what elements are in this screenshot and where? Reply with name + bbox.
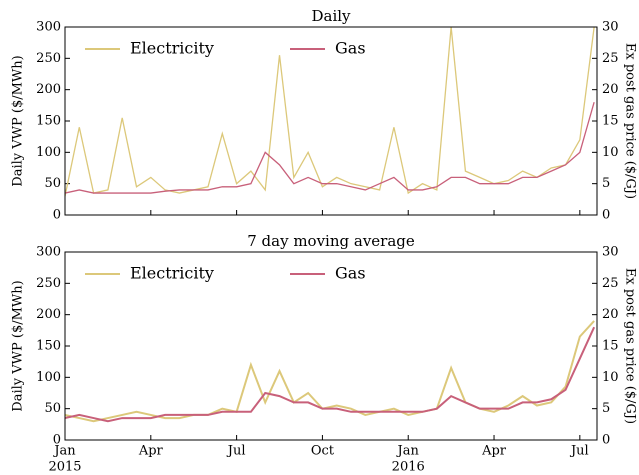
series-line [65,320,595,423]
y-tick-label: 250 [36,276,61,291]
y-tick-label: 100 [36,145,61,160]
legend-label: Electricity [130,39,214,58]
y2-tick-label: 0 [602,208,610,223]
y2-axis-label: Ex post gas price ($/GJ) [623,268,638,424]
y2-axis-label: Ex post gas price ($/GJ) [623,43,638,199]
y-tick-label: 150 [36,339,61,354]
y-tick-label: 200 [36,82,61,97]
y2-tick-label: 5 [602,401,610,416]
y-tick-label: 300 [36,245,61,260]
series-line [65,27,595,197]
plot-frame [64,26,598,216]
x-tick-label: Jan [52,444,76,459]
y2-tick-label: 15 [602,339,619,354]
x-year-label: 2016 [392,460,425,475]
series-line [65,102,595,194]
x-tick-label: Apr [138,444,164,459]
x-tick-label: Jul [226,444,246,459]
panel-title: Daily [311,7,351,25]
x-tick-label: Oct [311,444,335,459]
y2-tick-label: 20 [602,307,619,322]
y-tick-label: 100 [36,370,61,385]
y2-tick-label: 15 [602,114,619,129]
y2-tick-label: 30 [602,20,619,35]
y-tick-label: 200 [36,307,61,322]
x-tick-label: Apr [481,444,507,459]
y-tick-label: 150 [36,114,61,129]
y2-tick-label: 0 [602,433,610,448]
y2-tick-label: 30 [602,245,619,260]
y2-tick-label: 10 [602,145,619,160]
y-axis-label: Daily VWP ($/MWh) [11,55,26,186]
y2-tick-label: 20 [602,82,619,97]
y-tick-label: 0 [53,433,61,448]
y-tick-label: 300 [36,20,61,35]
y2-tick-label: 25 [602,51,619,66]
legend-label: Gas [335,264,366,283]
y2-tick-label: 5 [602,176,610,191]
series-line [65,326,596,423]
y-tick-label: 50 [44,401,61,416]
plot-frame [64,251,598,441]
x-year-label: 2015 [48,460,81,475]
x-tick-label: Jan [396,444,420,459]
y2-tick-label: 10 [602,370,619,385]
y-axis-label: Daily VWP ($/MWh) [11,280,26,411]
y-tick-label: 50 [44,176,61,191]
y2-tick-label: 25 [602,276,619,291]
panel-title: 7 day moving average [247,232,415,250]
legend-label: Gas [335,39,366,58]
y-tick-label: 250 [36,51,61,66]
x-tick-label: Jul [569,444,589,459]
legend-label: Electricity [130,264,214,283]
y-tick-label: 0 [53,208,61,223]
